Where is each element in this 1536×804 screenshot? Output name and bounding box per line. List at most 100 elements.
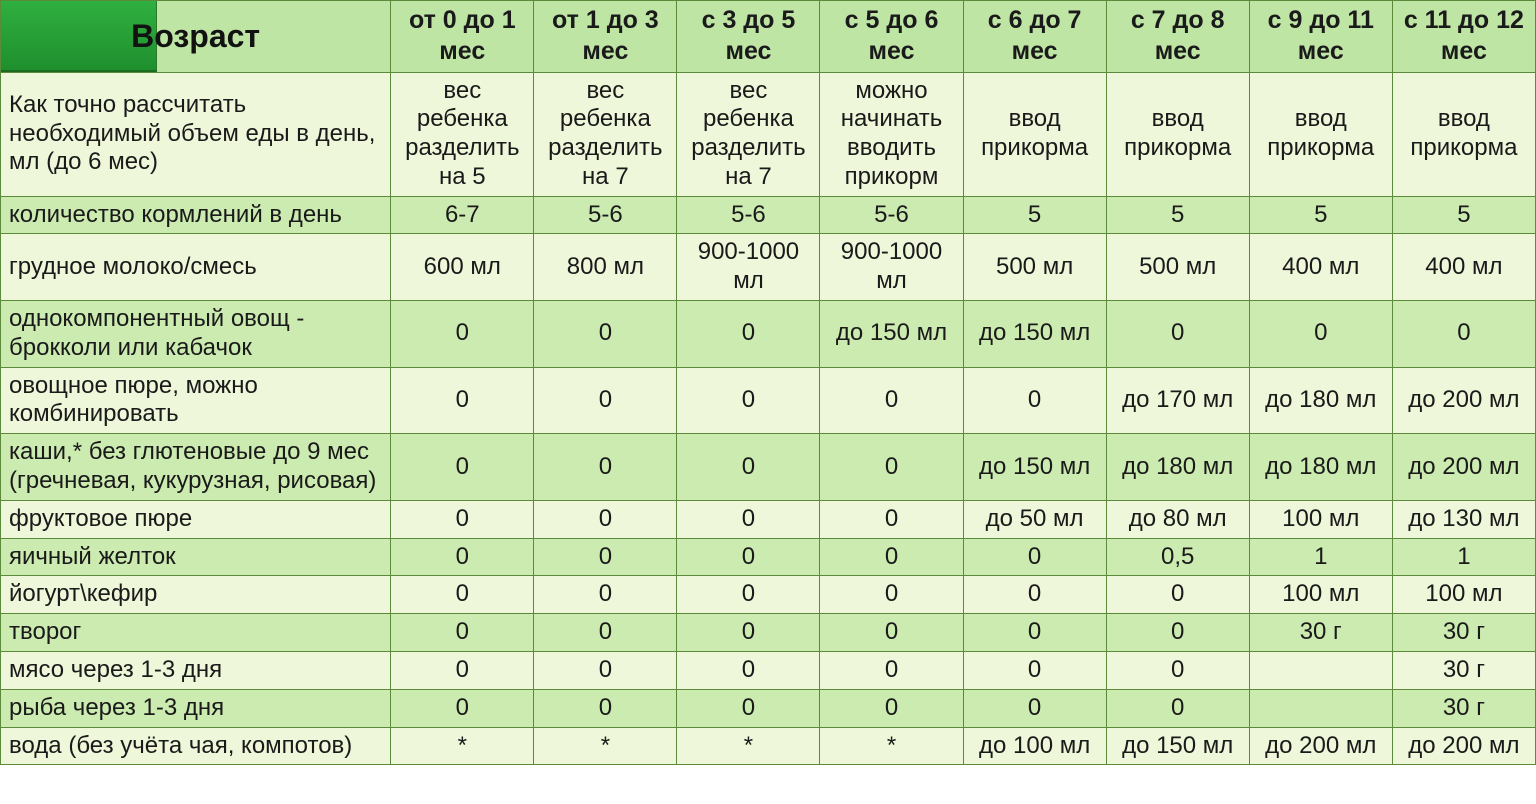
cell: 0: [820, 689, 963, 727]
cell: 900-1000 мл: [820, 234, 963, 301]
cell: 0: [820, 576, 963, 614]
cell: 0: [820, 367, 963, 434]
cell: 5: [1249, 196, 1392, 234]
cell: ввод прикорма: [963, 72, 1106, 196]
header-col-2: с 3 до 5 мес: [677, 1, 820, 73]
cell: 0: [534, 500, 677, 538]
cell: до 50 мл: [963, 500, 1106, 538]
header-col-4: с 6 до 7 мес: [963, 1, 1106, 73]
header-col-3: с 5 до 6 мес: [820, 1, 963, 73]
table-row: йогурт\кефир000000100 мл100 мл: [1, 576, 1536, 614]
row-label: каши,* без глютеновые до 9 мес (гречнева…: [1, 434, 391, 501]
row-label: рыба через 1-3 дня: [1, 689, 391, 727]
cell: 0: [391, 576, 534, 614]
feeding-table-container: Возраст от 0 до 1 мес от 1 до 3 мес с 3 …: [0, 0, 1536, 765]
cell: 0: [677, 652, 820, 690]
cell: 5-6: [534, 196, 677, 234]
cell: 0: [963, 576, 1106, 614]
cell: 100 мл: [1249, 576, 1392, 614]
header-col-1: от 1 до 3 мес: [534, 1, 677, 73]
cell: 0: [391, 538, 534, 576]
cell: до 150 мл: [963, 301, 1106, 368]
cell: *: [820, 727, 963, 765]
cell: до 150 мл: [963, 434, 1106, 501]
cell: 0: [820, 614, 963, 652]
cell: до 150 мл: [820, 301, 963, 368]
table-row: количество кормлений в день6-75-65-65-65…: [1, 196, 1536, 234]
table-row: каши,* без глютеновые до 9 мес (гречнева…: [1, 434, 1536, 501]
cell: 500 мл: [1106, 234, 1249, 301]
cell: 0: [820, 434, 963, 501]
cell: 0: [820, 500, 963, 538]
cell: ввод прикорма: [1106, 72, 1249, 196]
header-col-5: с 7 до 8 мес: [1106, 1, 1249, 73]
cell: 0: [963, 538, 1106, 576]
cell: 0: [391, 614, 534, 652]
cell: 5: [963, 196, 1106, 234]
cell: 0: [534, 367, 677, 434]
cell: 0: [820, 652, 963, 690]
header-col-0: от 0 до 1 мес: [391, 1, 534, 73]
table-row: однокомпонентный овощ - брокколи или каб…: [1, 301, 1536, 368]
cell: 0: [677, 500, 820, 538]
cell: 800 мл: [534, 234, 677, 301]
cell: вес ребенка разделить на 5: [391, 72, 534, 196]
cell: до 200 мл: [1392, 727, 1535, 765]
cell: [1249, 652, 1392, 690]
cell: 0: [677, 367, 820, 434]
row-label: количество кормлений в день: [1, 196, 391, 234]
cell: 30 г: [1392, 689, 1535, 727]
cell: 0: [677, 689, 820, 727]
cell: 1: [1392, 538, 1535, 576]
row-label: мясо через 1-3 дня: [1, 652, 391, 690]
cell: 0: [1106, 652, 1249, 690]
cell: [1249, 689, 1392, 727]
cell: 0: [534, 576, 677, 614]
cell: до 170 мл: [1106, 367, 1249, 434]
cell: 0: [820, 538, 963, 576]
row-label: творог: [1, 614, 391, 652]
cell: 0: [677, 301, 820, 368]
cell: 6-7: [391, 196, 534, 234]
cell: 0: [534, 538, 677, 576]
cell: 0: [677, 434, 820, 501]
cell: 5-6: [677, 196, 820, 234]
table-row: фруктовое пюре0000до 50 млдо 80 мл100 мл…: [1, 500, 1536, 538]
cell: 900-1000 мл: [677, 234, 820, 301]
cell: до 80 мл: [1106, 500, 1249, 538]
header-col-6: с 9 до 11 мес: [1249, 1, 1392, 73]
cell: 0: [391, 689, 534, 727]
header-col-7: с 11 до 12 мес: [1392, 1, 1535, 73]
cell: вес ребенка разделить на 7: [534, 72, 677, 196]
cell: 0: [534, 301, 677, 368]
table-row: яичный желток000000,511: [1, 538, 1536, 576]
table-row: рыба через 1-3 дня00000030 г: [1, 689, 1536, 727]
row-label: овощное пюре, можно комбинировать: [1, 367, 391, 434]
cell: 30 г: [1392, 614, 1535, 652]
cell: 0: [963, 652, 1106, 690]
row-label: грудное молоко/смесь: [1, 234, 391, 301]
cell: 100 мл: [1392, 576, 1535, 614]
row-label: Как точно рассчитать необходимый объем е…: [1, 72, 391, 196]
cell: 0: [391, 367, 534, 434]
cell: 0: [534, 689, 677, 727]
cell: 600 мл: [391, 234, 534, 301]
cell: 0: [963, 614, 1106, 652]
cell: 400 мл: [1392, 234, 1535, 301]
cell: 0: [963, 367, 1106, 434]
table-row: овощное пюре, можно комбинировать00000до…: [1, 367, 1536, 434]
cell: 0: [534, 614, 677, 652]
cell: до 180 мл: [1249, 367, 1392, 434]
cell: 0: [1106, 689, 1249, 727]
row-label: яичный желток: [1, 538, 391, 576]
cell: 1: [1249, 538, 1392, 576]
cell: 0: [391, 652, 534, 690]
cell: 30 г: [1249, 614, 1392, 652]
cell: 0: [1392, 301, 1535, 368]
cell: 30 г: [1392, 652, 1535, 690]
cell: до 150 мл: [1106, 727, 1249, 765]
table-row: вода (без учёта чая, компотов)****до 100…: [1, 727, 1536, 765]
cell: 0: [534, 652, 677, 690]
cell: 0: [391, 301, 534, 368]
table-row: грудное молоко/смесь600 мл800 мл900-1000…: [1, 234, 1536, 301]
